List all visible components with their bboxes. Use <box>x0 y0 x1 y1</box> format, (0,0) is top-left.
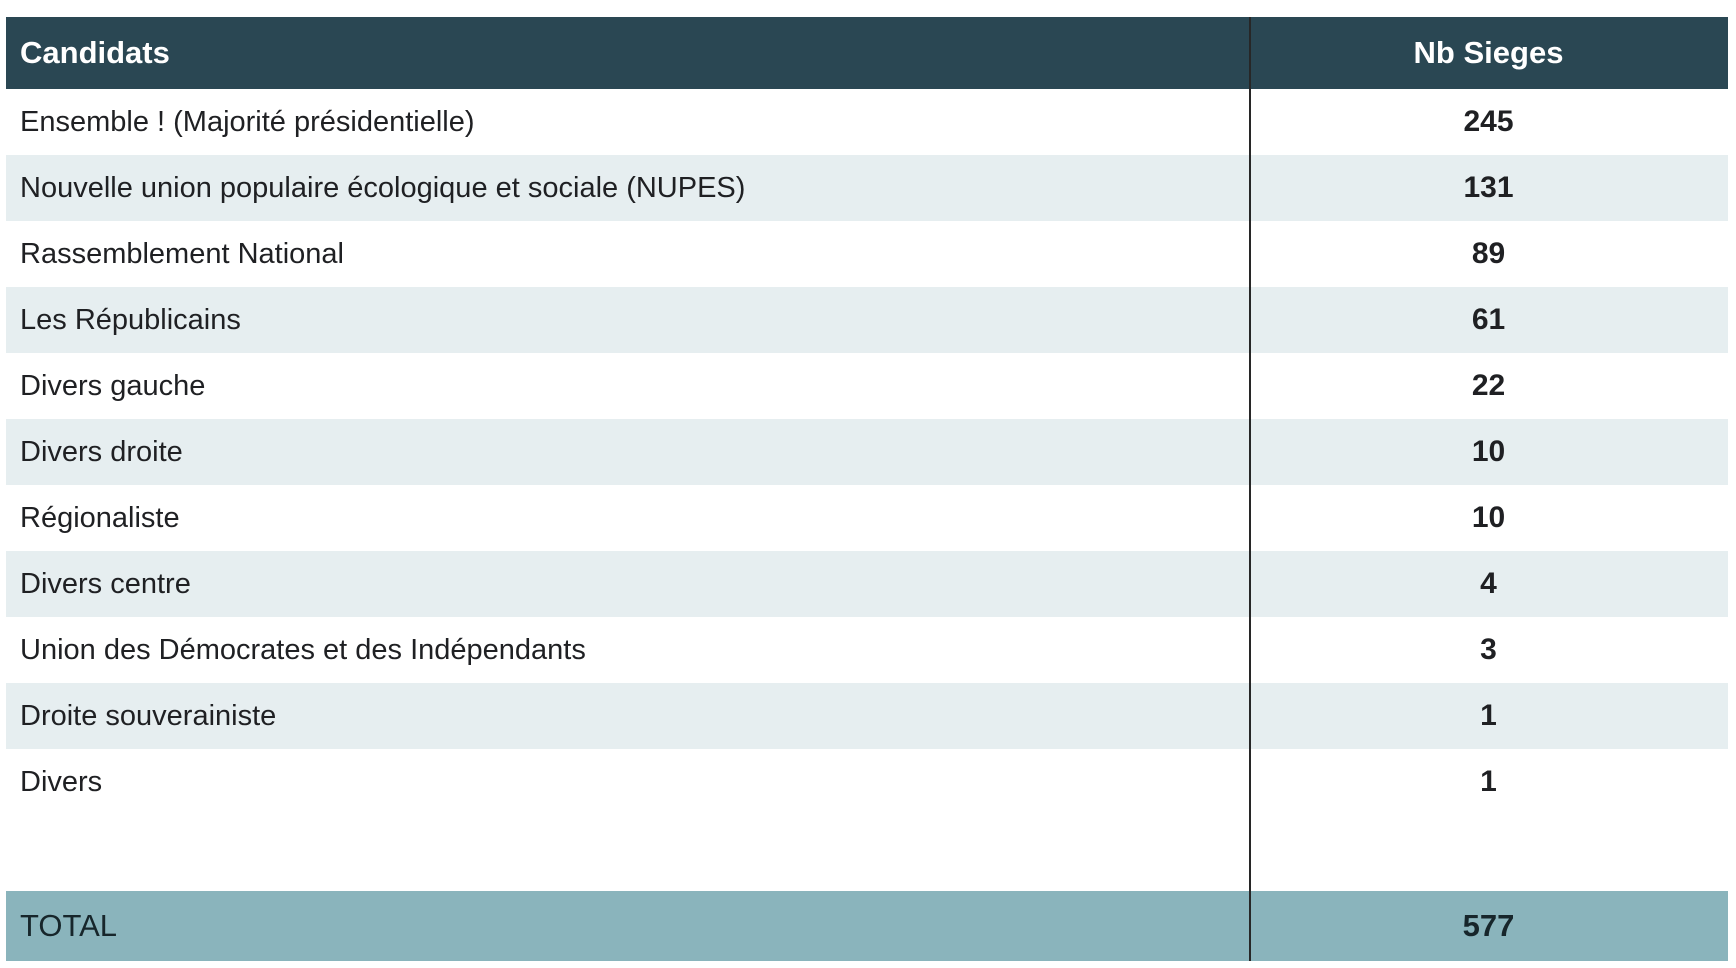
table-row: Divers droite 10 <box>6 419 1728 485</box>
candidate-cell: Droite souverainiste <box>20 699 277 732</box>
table-row: Régionaliste 10 <box>6 485 1728 551</box>
candidate-cell: Divers centre <box>20 567 191 600</box>
total-label: TOTAL <box>20 908 118 943</box>
seats-cell: 1 <box>1480 765 1497 798</box>
candidate-cell: Divers gauche <box>20 369 206 402</box>
candidate-cell: Ensemble ! (Majorité présidentielle) <box>20 105 475 138</box>
candidate-cell: Nouvelle union populaire écologique et s… <box>20 171 746 204</box>
table-row: Union des Démocrates et des Indépendants… <box>6 617 1728 683</box>
header-cell-nb-sieges: Nb Sieges <box>1413 35 1564 70</box>
candidate-cell: Rassemblement National <box>20 237 344 270</box>
candidate-cell: Divers droite <box>20 435 183 468</box>
seats-cell: 61 <box>1471 303 1506 336</box>
seats-cell: 22 <box>1471 369 1506 402</box>
seats-cell: 4 <box>1480 567 1497 600</box>
table-row: Droite souverainiste 1 <box>6 683 1728 749</box>
table-header-row: Candidats Nb Sieges <box>6 17 1728 89</box>
candidate-cell: Union des Démocrates et des Indépendants <box>20 633 586 666</box>
column-divider <box>1249 17 1251 961</box>
table-row: Les Républicains 61 <box>6 287 1728 353</box>
candidate-cell: Divers <box>20 765 103 798</box>
seats-cell: 89 <box>1471 237 1506 270</box>
table-row: Ensemble ! (Majorité présidentielle) 245 <box>6 89 1728 155</box>
header-cell-candidats: Candidats <box>20 35 170 70</box>
seats-cell: 131 <box>1463 171 1514 204</box>
table-row: Divers 1 <box>6 749 1728 815</box>
table-body: Ensemble ! (Majorité présidentielle) 245… <box>6 89 1728 815</box>
seats-cell: 1 <box>1480 699 1497 732</box>
table-row: Nouvelle union populaire écologique et s… <box>6 155 1728 221</box>
table-row: Divers centre 4 <box>6 551 1728 617</box>
table-row: Divers gauche 22 <box>6 353 1728 419</box>
candidate-cell: Les Républicains <box>20 303 241 336</box>
spacer-row <box>6 815 1728 891</box>
total-value: 577 <box>1462 908 1515 943</box>
seats-cell: 3 <box>1480 633 1497 666</box>
candidate-cell: Régionaliste <box>20 501 180 534</box>
table-row: Rassemblement National 89 <box>6 221 1728 287</box>
total-row: TOTAL 577 <box>6 891 1728 961</box>
seats-cell: 10 <box>1471 435 1506 468</box>
seats-cell: 10 <box>1471 501 1506 534</box>
seats-cell: 245 <box>1463 105 1514 138</box>
results-table: Candidats Nb Sieges Ensemble ! (Majorité… <box>6 17 1728 961</box>
